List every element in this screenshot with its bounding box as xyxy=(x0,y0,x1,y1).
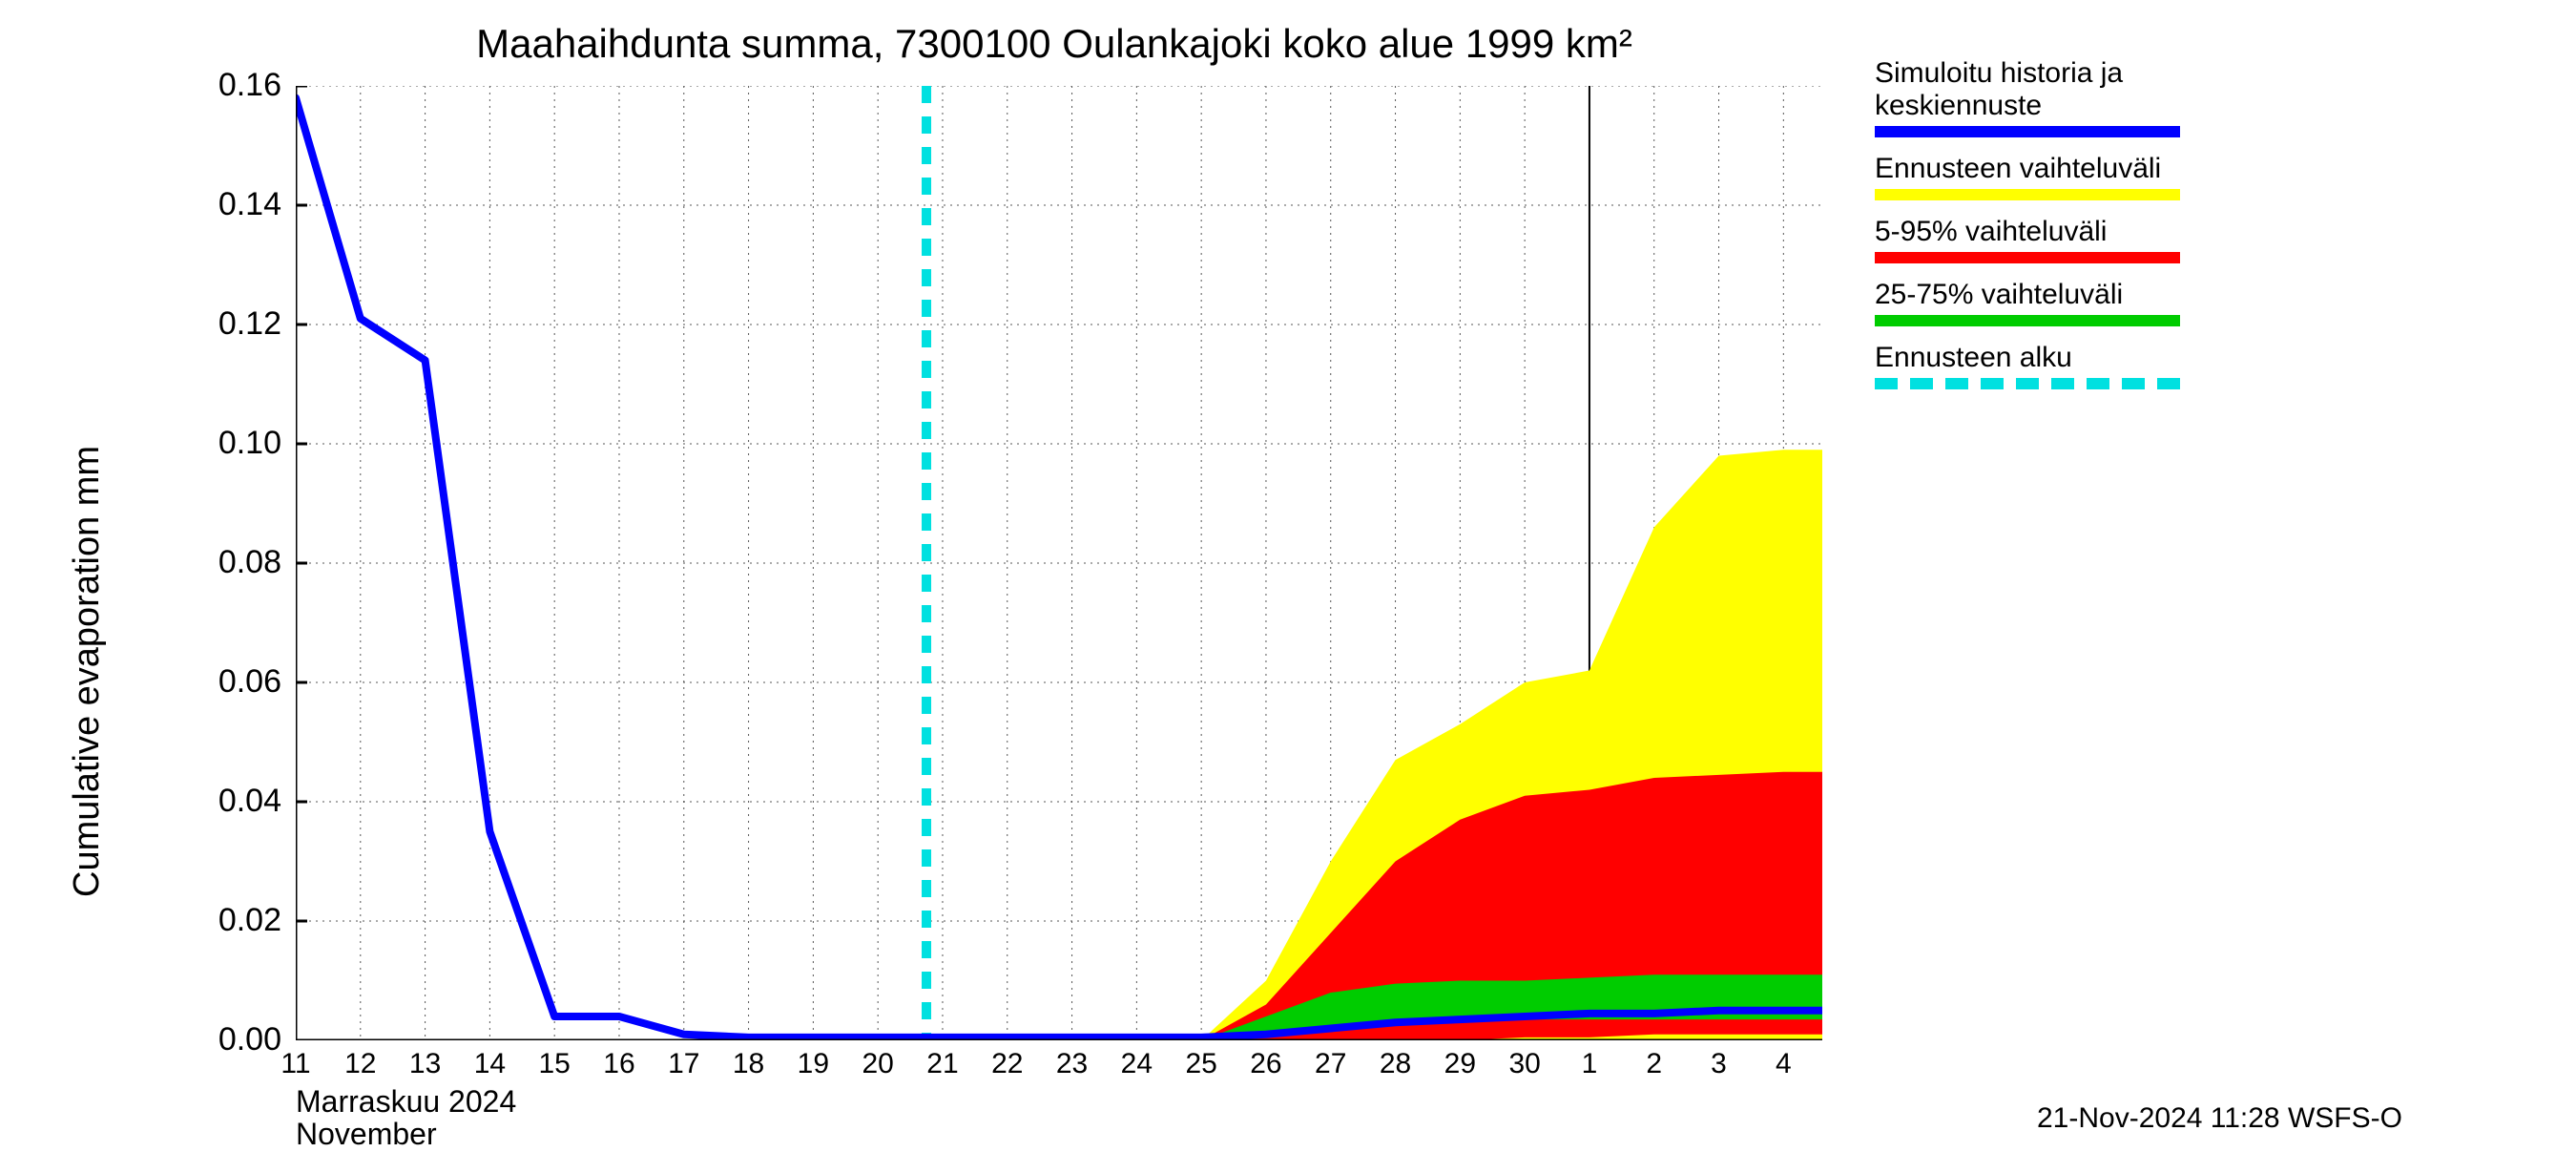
legend-swatch xyxy=(1875,252,2180,263)
legend-swatch xyxy=(1875,378,2180,389)
x-tick: 19 xyxy=(789,1048,837,1080)
legend-label: 5-95% vaihteluväli xyxy=(1875,216,2107,248)
legend-swatch xyxy=(1875,315,2180,326)
x-tick: 17 xyxy=(660,1048,708,1080)
x-tick: 18 xyxy=(725,1048,773,1080)
x-tick: 3 xyxy=(1695,1048,1743,1080)
legend-label: Ennusteen alku xyxy=(1875,342,2072,374)
chart-title: Maahaihdunta summa, 7300100 Oulankajoki … xyxy=(310,21,1798,67)
legend-swatch xyxy=(1875,126,2180,137)
y-tick: 0.10 xyxy=(167,425,281,462)
y-tick: 0.14 xyxy=(167,186,281,223)
x-tick: 29 xyxy=(1436,1048,1484,1080)
plot-area xyxy=(296,86,1822,1040)
legend-swatch xyxy=(1875,189,2180,200)
x-tick: 27 xyxy=(1307,1048,1355,1080)
x-tick: 2 xyxy=(1631,1048,1678,1080)
y-axis-label: Cumulative evaporation mm xyxy=(67,446,108,897)
y-tick: 0.06 xyxy=(167,663,281,701)
x-month-label-en: November xyxy=(296,1117,437,1152)
legend-label: Simuloitu historia ja xyxy=(1875,57,2123,90)
x-tick: 24 xyxy=(1112,1048,1160,1080)
x-tick: 28 xyxy=(1372,1048,1420,1080)
x-tick: 12 xyxy=(337,1048,384,1080)
y-tick: 0.16 xyxy=(167,67,281,104)
legend-label: Ennusteen vaihteluväli xyxy=(1875,153,2161,185)
x-tick: 21 xyxy=(919,1048,966,1080)
x-tick: 23 xyxy=(1049,1048,1096,1080)
x-tick: 15 xyxy=(530,1048,578,1080)
x-tick: 14 xyxy=(466,1048,513,1080)
x-tick: 11 xyxy=(272,1048,320,1080)
y-tick: 0.02 xyxy=(167,902,281,939)
y-tick: 0.04 xyxy=(167,783,281,820)
y-tick: 0.00 xyxy=(167,1021,281,1058)
timestamp-label: 21-Nov-2024 11:28 WSFS-O xyxy=(2037,1102,2402,1135)
x-tick: 25 xyxy=(1177,1048,1225,1080)
chart-container: Maahaihdunta summa, 7300100 Oulankajoki … xyxy=(0,0,2576,1145)
legend-label: keskiennuste xyxy=(1875,90,2042,122)
y-tick: 0.12 xyxy=(167,305,281,343)
x-tick: 26 xyxy=(1242,1048,1290,1080)
y-tick: 0.08 xyxy=(167,544,281,581)
x-tick: 1 xyxy=(1566,1048,1613,1080)
x-tick: 16 xyxy=(595,1048,643,1080)
x-tick: 30 xyxy=(1501,1048,1548,1080)
x-tick: 22 xyxy=(984,1048,1031,1080)
legend-label: 25-75% vaihteluväli xyxy=(1875,279,2123,311)
x-tick: 13 xyxy=(402,1048,449,1080)
x-tick: 20 xyxy=(854,1048,902,1080)
x-tick: 4 xyxy=(1759,1048,1807,1080)
x-month-label-fi: Marraskuu 2024 xyxy=(296,1084,516,1120)
